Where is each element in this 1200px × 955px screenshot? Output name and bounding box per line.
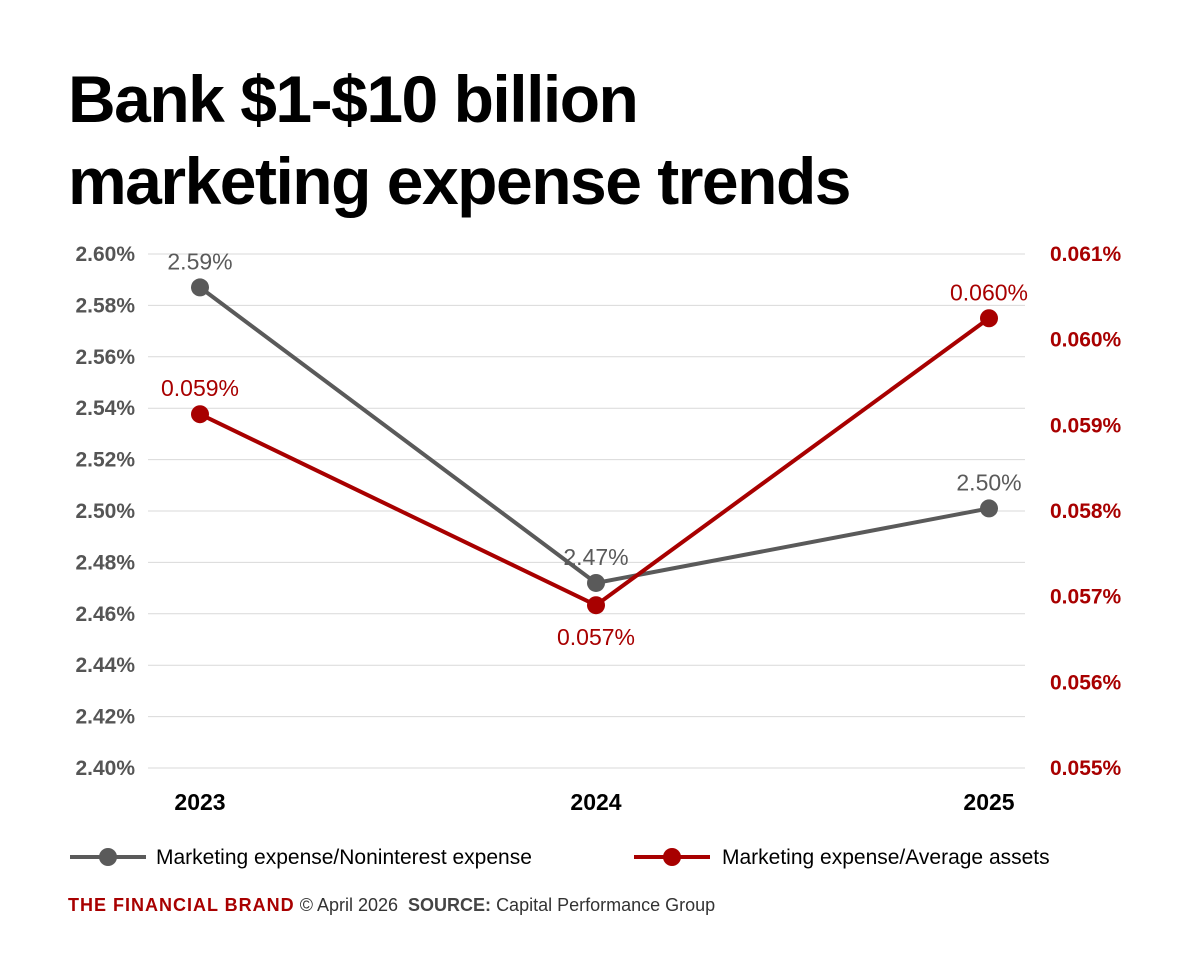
left-tick-label: 2.44% (75, 654, 135, 677)
gridlines (148, 253, 1025, 769)
chart-title: Bank $1-$10 billion marketing expense tr… (68, 58, 1168, 222)
left-tick-label: 2.60% (75, 243, 135, 266)
source-text: Capital Performance Group (496, 895, 716, 915)
data-label-noninterest: 2.50% (956, 469, 1021, 495)
left-tick-label: 2.48% (75, 551, 135, 574)
right-tick-label: 0.059% (1050, 414, 1122, 437)
right-axis-ticks: 0.055% 0.056% 0.057% 0.058% 0.059% 0.060% 0.06… (1050, 243, 1122, 780)
right-tick-label: 0.055% (1050, 757, 1122, 780)
data-point-noninterest (980, 499, 998, 518)
left-tick-label: 2.40% (75, 757, 135, 780)
legend-marker-noninterest (99, 848, 117, 866)
right-tick-label: 0.060% (1050, 329, 1122, 352)
left-axis-ticks: 2.40% 2.42% 2.44% 2.46% 2.48% 2.50% 2.52% 2.54%… (75, 243, 135, 780)
left-tick-label: 2.58% (75, 294, 135, 317)
data-point-noninterest (587, 573, 605, 592)
x-axis-ticks: 2023 2024 2025 (174, 789, 1014, 815)
legend-label-noninterest: Marketing expense/Noninterest expense (156, 846, 532, 869)
legend-label-average-assets: Marketing expense/Average assets (722, 846, 1050, 869)
left-tick-label: 2.42% (75, 706, 135, 729)
right-tick-label: 0.061% (1050, 243, 1122, 266)
left-tick-label: 2.56% (75, 346, 135, 369)
left-tick-label: 2.54% (75, 397, 135, 420)
x-tick-label: 2024 (570, 789, 621, 815)
right-tick-label: 0.056% (1050, 671, 1122, 694)
data-label-average-assets: 0.059% (161, 375, 239, 401)
legend-marker-average-assets (663, 848, 681, 866)
legend: Marketing expense/Noninterest expense Mar… (70, 846, 1050, 869)
series-line-noninterest (198, 285, 990, 586)
chart-title-line-1: Bank $1-$10 billion (68, 62, 639, 136)
data-labels: 2.59% 2.47% 2.50% 0.059% 0.057% 0.060% (161, 248, 1028, 650)
data-point-average-assets (587, 596, 605, 615)
data-label-noninterest: 2.47% (563, 544, 628, 570)
data-label-noninterest: 2.59% (167, 248, 232, 274)
x-tick-label: 2023 (174, 789, 225, 815)
right-tick-label: 0.058% (1050, 500, 1122, 523)
data-point-average-assets (191, 405, 209, 424)
right-tick-label: 0.057% (1050, 586, 1122, 609)
data-label-average-assets: 0.060% (950, 279, 1028, 305)
footer: THE FINANCIAL BRAND © April 2026 SOURCE:… (68, 895, 715, 916)
copyright-text: © April 2026 (299, 895, 399, 915)
left-tick-label: 2.52% (75, 449, 135, 472)
chart-title-line-2: marketing expense trends (68, 144, 851, 218)
x-tick-label: 2025 (963, 789, 1014, 815)
data-label-average-assets: 0.057% (557, 624, 635, 650)
data-point-average-assets (980, 309, 998, 328)
brand-logo-text: THE FINANCIAL BRAND (68, 895, 295, 915)
data-point-noninterest (191, 278, 209, 297)
left-tick-label: 2.50% (75, 500, 135, 523)
left-tick-label: 2.46% (75, 603, 135, 626)
series-points (191, 278, 998, 615)
source-label: SOURCE: (408, 895, 492, 915)
